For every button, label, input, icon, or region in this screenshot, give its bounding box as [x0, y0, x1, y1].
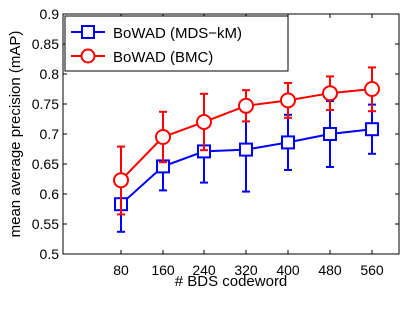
y-tick-label: 0.75 [32, 96, 59, 112]
data-point-square [239, 142, 253, 157]
x-tick-label: 320 [234, 262, 258, 278]
legend: BoWAD (MDS−kM) BoWAD (BMC) [64, 15, 289, 72]
y-tick-label: 0.7 [40, 126, 60, 142]
x-tick-label: 160 [151, 262, 175, 278]
data-point-circle [155, 129, 171, 145]
legend-label-series-1: BoWAD (MDS−kM) [113, 25, 242, 42]
x-tick-label: 560 [360, 262, 384, 278]
y-tick-label: 0.85 [32, 36, 59, 52]
y-axis-label: mean average precision (mAP) [7, 31, 24, 238]
x-tick-label: 480 [318, 262, 342, 278]
data-point-circle [238, 97, 254, 114]
legend-circle-marker-icon [80, 48, 96, 64]
y-tick-label: 0.55 [32, 216, 59, 232]
y-tick-label: 0.5 [40, 246, 60, 262]
x-tick-label: 400 [276, 262, 300, 278]
y-tick-label: 0.8 [40, 66, 60, 82]
data-point-square [365, 122, 379, 137]
data-point-circle [280, 92, 296, 109]
data-point-circle [322, 85, 338, 102]
legend-square-marker-icon [81, 25, 95, 39]
x-axis-label: # BDS codeword [175, 273, 288, 290]
y-tick-label: 0.65 [32, 156, 59, 172]
data-point-circle [113, 172, 129, 189]
data-point-circle [364, 81, 380, 97]
x-tick-label: 80 [113, 262, 129, 278]
y-tick-label: 0.6 [40, 186, 60, 202]
axis-layer: 0.5 0.55 0.6 0.65 0.7 0.75 0.8 0.85 0.9 80 160 240 3… [32, 6, 399, 278]
legend-label-series-2: BoWAD (BMC) [113, 49, 213, 66]
legend-box [64, 15, 289, 72]
data-point-circle [196, 114, 212, 130]
y-tick-label: 0.9 [40, 6, 60, 22]
data-point-square [323, 127, 337, 141]
x-tick-label: 240 [192, 262, 216, 278]
series-1 [114, 100, 379, 233]
data-point-square [281, 135, 295, 150]
series-2 [113, 66, 380, 216]
series-layer [113, 66, 380, 233]
